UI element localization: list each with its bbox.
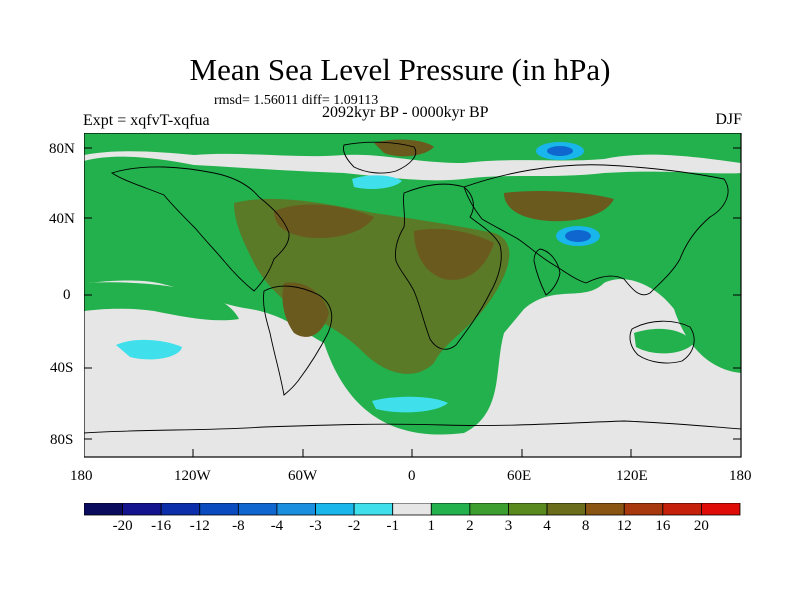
experiment-label: Expt = xqfvT-xqfua — [83, 112, 210, 129]
lon-label-120e: 120E — [616, 468, 648, 484]
coastline-asia — [463, 164, 729, 296]
lon-label-180w: 180 — [70, 468, 93, 484]
coastline-india — [533, 248, 561, 296]
colorbar — [84, 503, 741, 516]
colorbar-label: -1 — [386, 518, 399, 534]
stats-line: rmsd= 1.56011 diff= 1.09113 — [214, 93, 379, 108]
colorbar-box — [84, 503, 123, 516]
green-field-south-pacific — [84, 282, 239, 321]
lat-label-80n: 80N — [49, 141, 75, 157]
lon-label-180e: 180 — [729, 468, 752, 484]
coastline-north-america — [110, 166, 290, 292]
lat-label-80s: 80S — [50, 432, 74, 448]
brown-field-asia — [504, 191, 614, 222]
colorbar-label: 1 — [427, 518, 436, 534]
lon-label-60e: 60E — [507, 468, 532, 484]
brown-field-south-america — [282, 282, 329, 337]
blue-low-tibet-core — [565, 230, 591, 242]
coastlines — [84, 141, 742, 434]
lat-label-0: 0 — [63, 287, 71, 303]
colorbar-label: -12 — [189, 518, 210, 534]
colorbar-box — [701, 503, 741, 516]
brown-field-north-atlantic — [274, 204, 374, 239]
cyan-field-south-pacific — [116, 339, 182, 360]
anomaly-fields — [84, 133, 741, 435]
lat-label-40s: 40S — [50, 360, 74, 376]
colorbar-label: -16 — [151, 518, 172, 534]
season-label: DJF — [715, 111, 742, 128]
colorbar-label: 3 — [504, 518, 513, 534]
colorbar-box — [430, 503, 471, 516]
colorbar-box — [237, 503, 278, 516]
coastline-antarctica — [84, 420, 742, 434]
brown-field-africa — [414, 228, 494, 280]
lon-label-0: 0 — [408, 468, 416, 484]
colorbar-box — [508, 503, 548, 516]
colorbar-label: -2 — [347, 518, 361, 534]
colorbar-label: 12 — [616, 518, 632, 534]
colorbar-label: -20 — [112, 518, 133, 534]
map-ticks — [84, 147, 741, 457]
colorbar-box — [392, 503, 432, 516]
colorbar-label: 2 — [466, 518, 474, 534]
cyan-field-north-atlantic — [352, 175, 402, 189]
lon-label-60w: 60W — [288, 468, 318, 484]
colorbar-box — [276, 503, 316, 516]
colorbar-label: 4 — [543, 518, 551, 534]
blue-low-arctic-core — [547, 146, 573, 156]
pressure-map — [84, 133, 742, 458]
lon-label-120w: 120W — [174, 468, 211, 484]
colorbar-box — [662, 503, 702, 516]
colorbar-label: 16 — [655, 518, 671, 534]
colorbar-box — [122, 503, 162, 516]
colorbar-label: 8 — [581, 518, 590, 534]
colorbar-box — [623, 503, 664, 516]
colorbar-box — [469, 503, 509, 516]
coastline-australia — [629, 320, 695, 364]
colorbar-box — [160, 503, 201, 516]
colorbar-label: -4 — [270, 518, 284, 534]
brown-field-greenland — [374, 139, 434, 157]
lat-label-40n: 40N — [49, 211, 75, 227]
colorbar-label: -8 — [232, 518, 245, 534]
coastline-europe-africa — [395, 183, 502, 350]
coastline-south-america — [263, 285, 333, 396]
plot-subtitle: 2092kyr BP - 0000kyr BP — [322, 104, 489, 121]
colorbar-box — [353, 503, 394, 516]
colorbar-box — [315, 503, 355, 516]
colorbar-box — [199, 503, 239, 516]
colorbar-label: -3 — [309, 518, 322, 534]
colorbar-label: 20 — [693, 518, 709, 534]
plot-title: Mean Sea Level Pressure (in hPa) — [189, 52, 611, 87]
colorbar-box — [546, 503, 587, 516]
coastline-greenland — [343, 141, 417, 174]
cyan-field-southern-ocean — [372, 396, 448, 413]
green-field-australia — [634, 328, 694, 354]
colorbar-box — [585, 503, 625, 516]
